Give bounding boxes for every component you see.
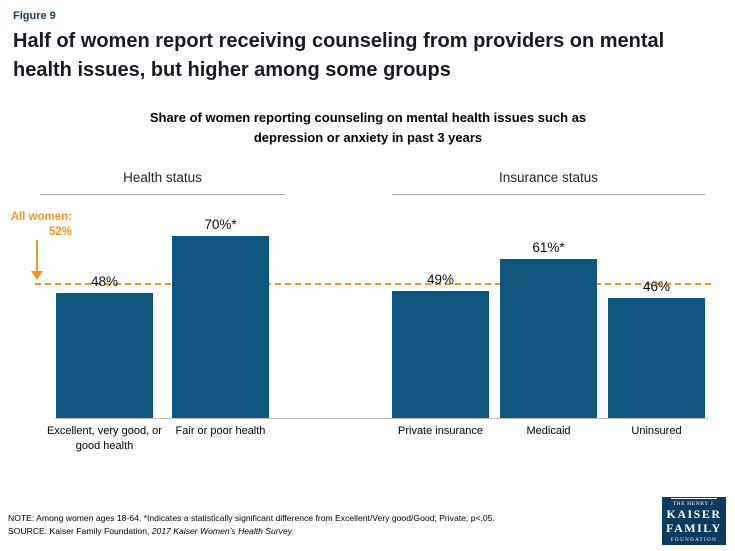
group-header: Insurance status: [392, 168, 705, 195]
bar: [500, 259, 597, 418]
bar-category-label: Excellent, very good, or good health: [47, 425, 162, 452]
note-text: NOTE: Among women ages 18-64. *Indicates…: [8, 513, 495, 523]
bar-cell: 49% Private insurance: [392, 198, 489, 437]
bar-value-label: 46%: [642, 279, 671, 294]
logo-line3: FAMILY: [666, 521, 722, 536]
bar-value-label: 49%: [426, 272, 455, 287]
chart-group-1: Health status 48% Excellent, very good, or…: [40, 168, 285, 452]
reference-label-line2: 52%: [48, 225, 72, 238]
bar-value-label: 61%*: [532, 240, 565, 255]
bar-value-label: 48%: [90, 274, 119, 289]
logo-line2: KAISER: [666, 507, 722, 522]
bar-category-label: Uninsured: [631, 425, 682, 437]
axis-baseline: [55, 418, 708, 419]
chart-group-2: Insurance status 49% Private insurance 61%*…: [392, 168, 705, 437]
bar: [56, 293, 153, 418]
reference-arrow: [36, 240, 38, 272]
bar-cell: 46% Uninsured: [608, 198, 705, 437]
reference-label-line1: All women:: [10, 211, 72, 223]
bar: [608, 298, 705, 418]
page-title: Half of women report receiving counselin…: [13, 30, 665, 81]
bar-cell: 70%* Fair or poor health: [172, 198, 269, 437]
logo-line1: THE HENRY J.: [672, 501, 716, 508]
group-bars: 48% Excellent, very good, or good health 7…: [40, 198, 285, 452]
group-header: Health status: [40, 168, 285, 195]
reference-arrow-head-icon: [31, 271, 43, 280]
kff-logo: THE HENRY J. KAISER FAMILY FOUNDATION: [662, 497, 726, 545]
source-title: 2017 Kaiser Women’s Health Survey.: [151, 525, 294, 536]
bar-category-label: Fair or poor health: [175, 425, 266, 437]
bar-cell: 61%* Medicaid: [500, 198, 597, 437]
bar: [392, 291, 489, 418]
reference-line: [35, 283, 711, 285]
reference-line-label: All women: 52%: [4, 210, 72, 240]
group-bars: 49% Private insurance 61%* Medicaid 46% Unins…: [392, 198, 705, 437]
logo-rule: [670, 498, 718, 500]
bar-cell: 48% Excellent, very good, or good health: [47, 198, 162, 452]
chart: All women: 52% Health status 48% Excellent…: [0, 168, 735, 478]
figure-label: Figure 9: [13, 10, 56, 22]
footer-notes: NOTE: Among women ages 18-64. *Indicates…: [8, 512, 628, 538]
bar-category-label: Medicaid: [526, 425, 571, 437]
bar-category-label: Private insurance: [398, 425, 483, 437]
chart-subtitle: Share of women reporting counseling on m…: [149, 110, 587, 146]
logo-line4: FOUNDATION: [670, 537, 718, 543]
bar-value-label: 70%*: [204, 217, 237, 232]
bar: [172, 236, 269, 418]
source-text: SOURCE: Kaiser Family Foundation, 2017 K…: [8, 525, 294, 536]
